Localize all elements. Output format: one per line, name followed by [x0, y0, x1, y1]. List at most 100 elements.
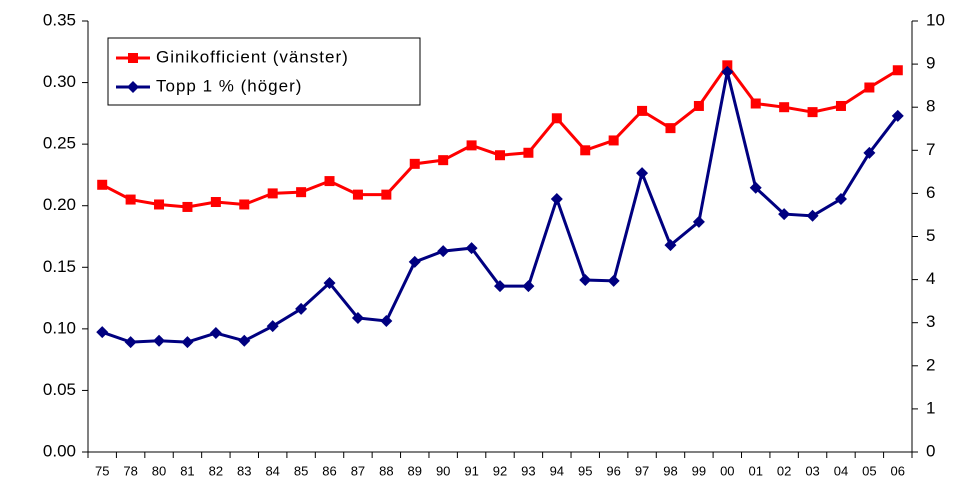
x-tick-label: 85 [294, 463, 308, 478]
x-tick-label: 90 [436, 463, 450, 478]
y-tick-label: 0.30 [43, 72, 76, 91]
legend: Ginikofficient (vänster) Topp 1 % (höger) [107, 37, 421, 106]
marker [466, 140, 477, 151]
marker [324, 176, 335, 187]
x-tick-label: 81 [180, 463, 194, 478]
marker [891, 109, 904, 122]
marker [636, 167, 649, 180]
x-tick-label: 00 [720, 463, 734, 478]
x-tick-label: 84 [265, 463, 279, 478]
marker [127, 81, 139, 93]
marker [806, 209, 819, 222]
y2-tick-label: 5 [926, 226, 935, 245]
marker [494, 280, 506, 293]
marker [295, 302, 308, 315]
x-tick-label: 86 [322, 463, 336, 478]
marker [864, 82, 875, 93]
marker [381, 189, 392, 200]
x-tick-label: 87 [351, 463, 365, 478]
marker [863, 146, 876, 159]
marker [124, 336, 137, 349]
marker [154, 199, 165, 210]
y-tick-label: 0.25 [43, 134, 76, 153]
marker [749, 181, 762, 194]
marker [693, 100, 704, 111]
x-tick-label: 78 [123, 463, 137, 478]
x-tick-label: 89 [408, 463, 422, 478]
marker [323, 277, 336, 290]
x-tick-label: 75 [95, 463, 109, 478]
marker [579, 274, 592, 287]
y2-tick-label: 9 [926, 54, 935, 73]
x-tick-label: 02 [777, 463, 791, 478]
x-tick-label: 95 [578, 463, 592, 478]
x-tick-label: 92 [493, 463, 507, 478]
y-tick-label: 0.15 [43, 257, 76, 276]
marker [523, 147, 534, 158]
x-tick-label: 05 [862, 463, 876, 478]
marker [97, 179, 108, 190]
y2-tick-label: 4 [926, 269, 935, 288]
marker [266, 320, 279, 333]
marker [267, 188, 278, 199]
marker [580, 145, 591, 156]
x-tick-label: 97 [635, 463, 649, 478]
marker [437, 245, 450, 258]
x-tick-label: 06 [891, 463, 905, 478]
marker [550, 193, 563, 206]
marker [779, 102, 790, 113]
marker [125, 194, 136, 205]
marker [692, 215, 705, 228]
marker [153, 334, 166, 347]
x-tick-label: 82 [209, 463, 223, 478]
marker [892, 65, 903, 76]
x-tick-label: 91 [464, 463, 478, 478]
marker [551, 113, 562, 124]
marker [637, 105, 648, 116]
marker [607, 274, 620, 287]
x-tick-label: 96 [606, 463, 620, 478]
x-tick-label: 94 [550, 463, 564, 478]
x-tick-label: 01 [748, 463, 762, 478]
y-tick-label: 0.20 [43, 195, 76, 214]
marker [834, 193, 847, 206]
y2-tick-label: 0 [926, 441, 935, 460]
marker [296, 187, 307, 198]
marker [664, 239, 677, 252]
marker [665, 123, 676, 134]
marker [239, 199, 250, 210]
x-tick-label: 98 [663, 463, 677, 478]
marker [750, 98, 761, 109]
y-tick-label: 0.00 [43, 441, 76, 460]
marker [209, 327, 222, 340]
marker [210, 197, 221, 208]
marker [465, 242, 478, 255]
y2-tick-label: 2 [926, 355, 935, 374]
x-tick-label: 80 [152, 463, 166, 478]
x-tick-label: 99 [692, 463, 706, 478]
marker [522, 280, 535, 293]
y2-tick-label: 1 [926, 398, 935, 417]
marker [722, 60, 733, 71]
marker [181, 336, 194, 349]
x-tick-label: 93 [521, 463, 535, 478]
marker [408, 255, 421, 268]
marker [182, 201, 193, 212]
y2-tick-label: 8 [926, 97, 935, 116]
marker [835, 100, 846, 111]
marker [352, 189, 363, 200]
x-tick-label: 03 [805, 463, 819, 478]
legend-label: Ginikofficient (vänster) [156, 47, 349, 66]
marker [721, 65, 734, 78]
marker [96, 326, 109, 339]
y-tick-label: 0.35 [43, 10, 76, 29]
x-tick-label: 88 [379, 463, 393, 478]
marker [778, 208, 791, 221]
legend-label: Topp 1 % (höger) [156, 76, 302, 95]
marker [608, 135, 619, 146]
legend-box [107, 37, 421, 106]
y-tick-label: 0.10 [43, 318, 76, 337]
marker [495, 150, 505, 161]
y2-tick-label: 3 [926, 312, 935, 331]
